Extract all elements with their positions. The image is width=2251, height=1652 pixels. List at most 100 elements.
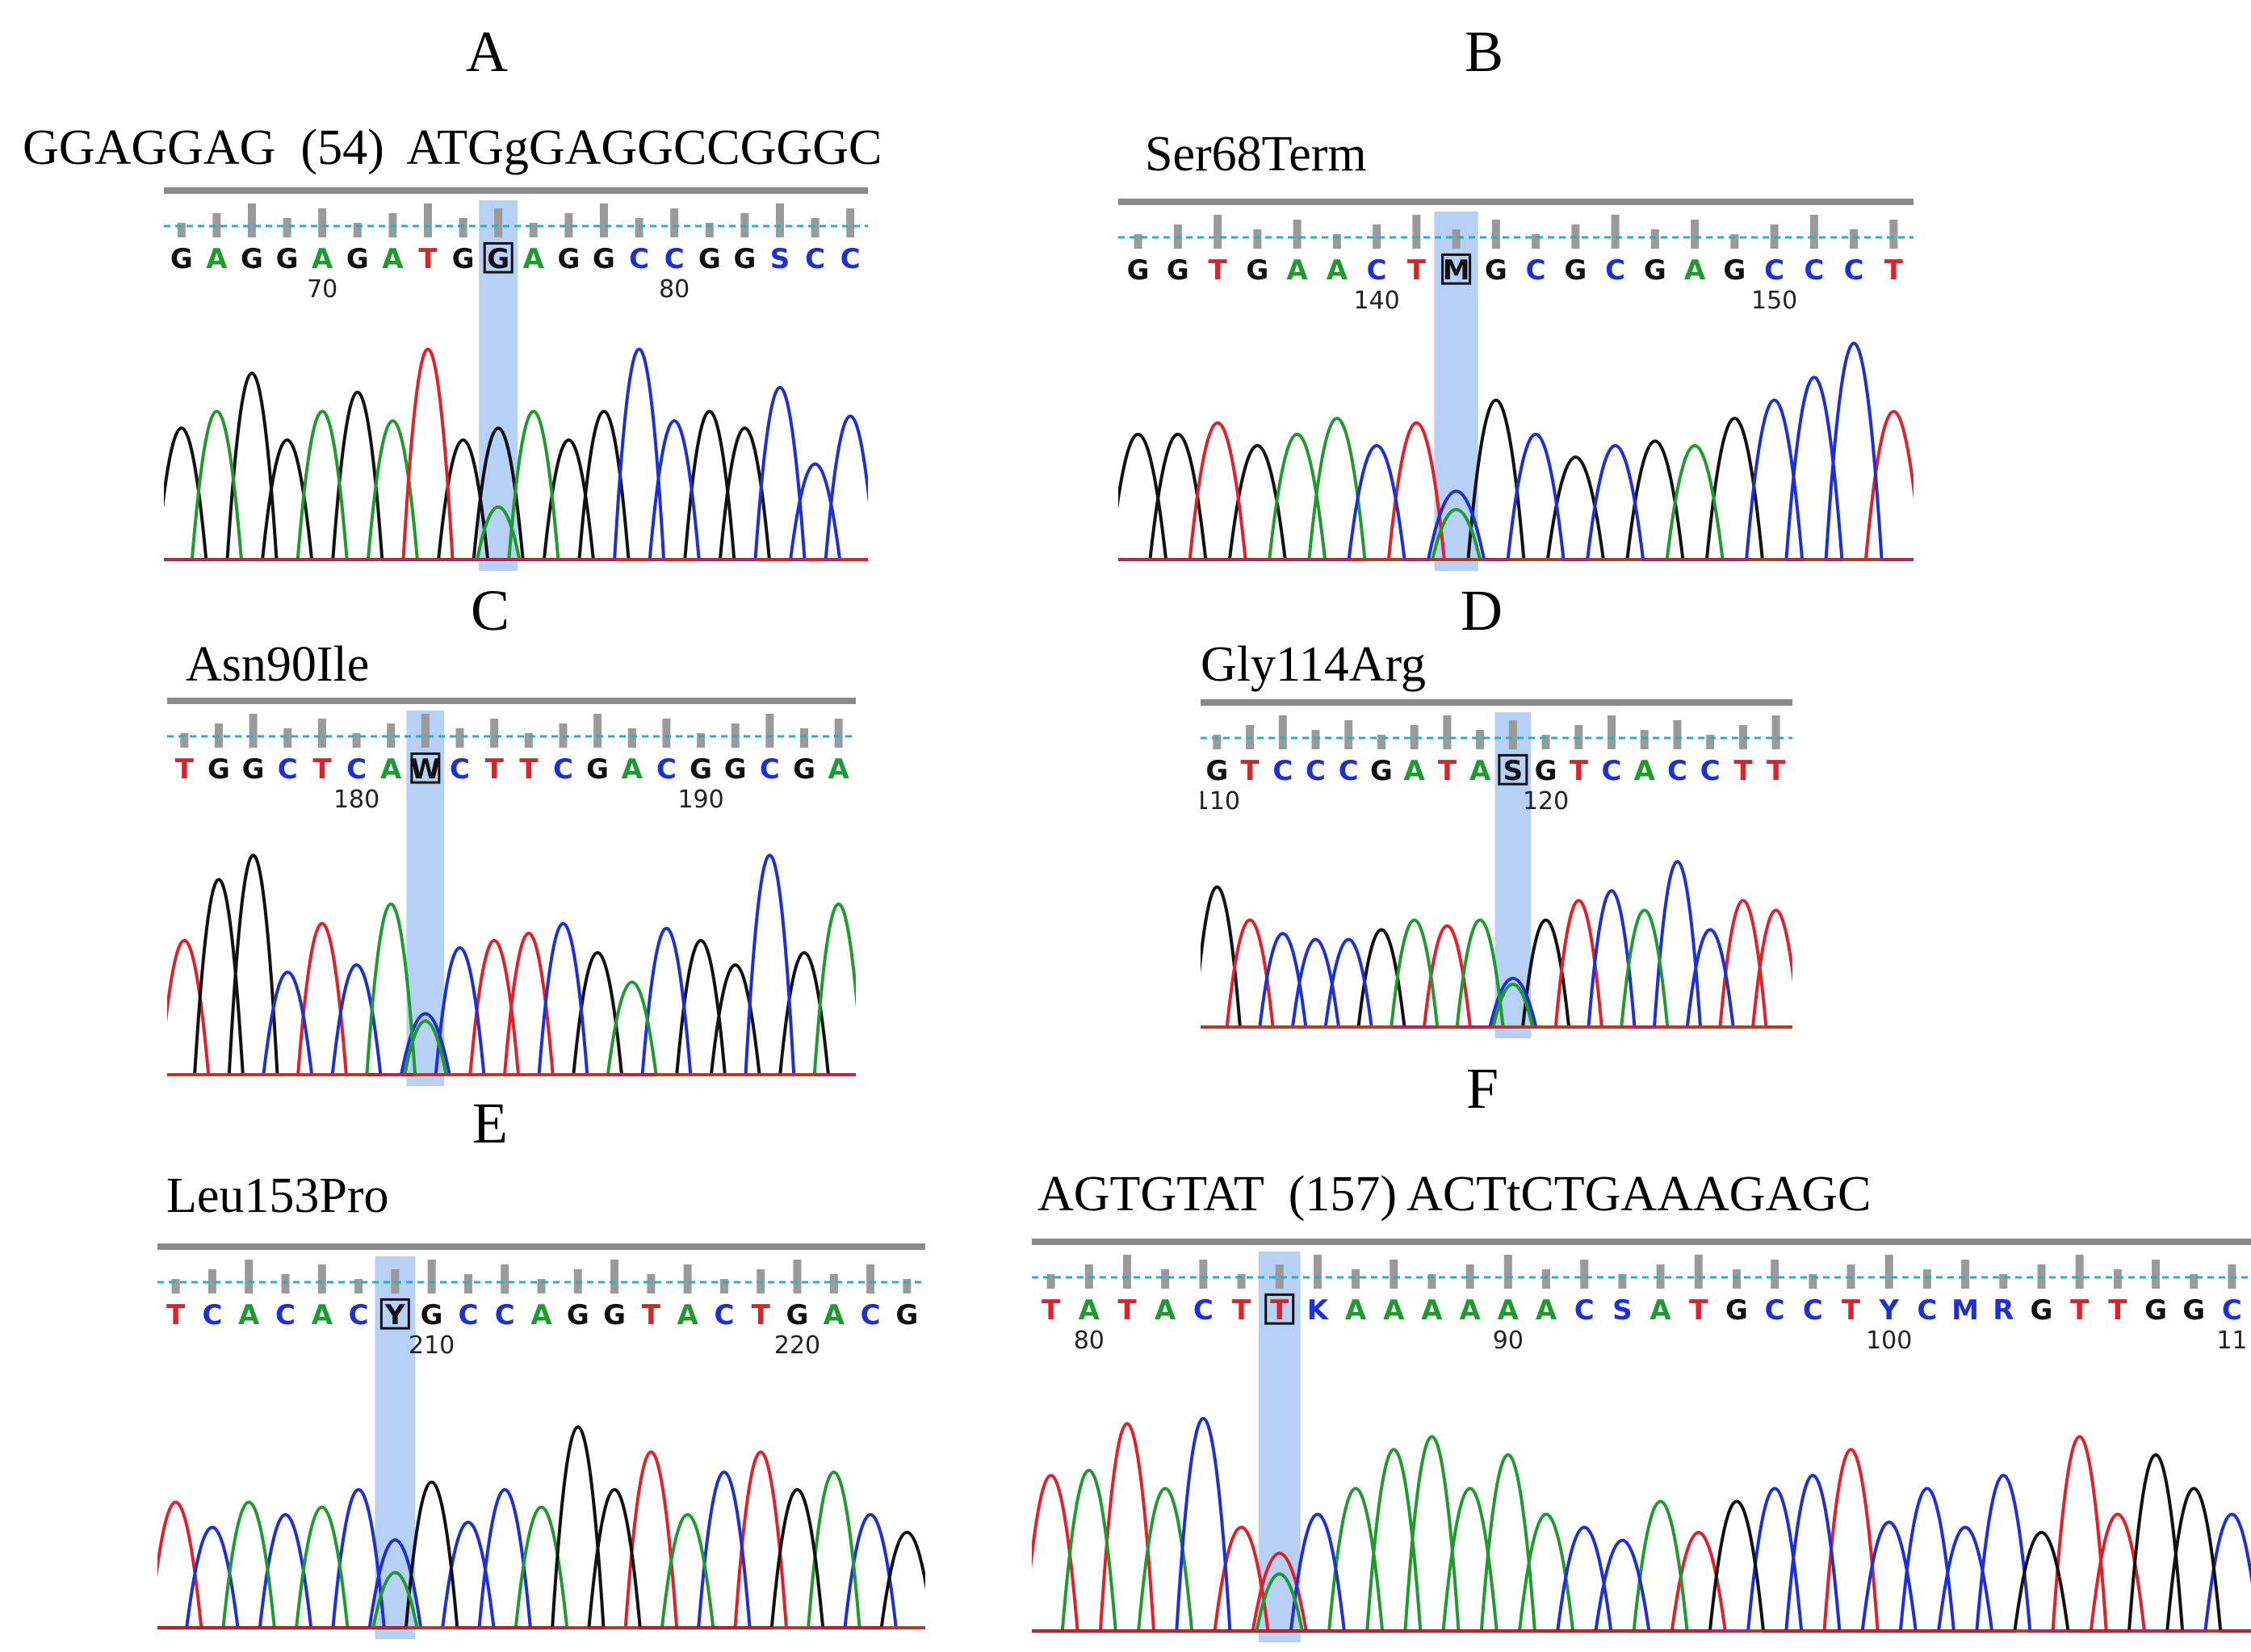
trace-A <box>1201 908 1792 1029</box>
panel-caption-e: Leu153Pro <box>166 1168 389 1223</box>
base-call: C <box>1667 755 1687 787</box>
base-call: C <box>553 753 573 786</box>
mutation-box <box>379 1298 410 1330</box>
base-call: T <box>2108 1294 2127 1327</box>
quality-bar <box>427 1260 436 1294</box>
quality-bar <box>1213 735 1222 749</box>
quality-bar <box>421 714 430 748</box>
quality-bar <box>1503 1255 1512 1289</box>
quality-bar <box>1465 1264 1474 1289</box>
quality-bar <box>1046 1274 1055 1289</box>
base-call: M <box>1951 1294 1979 1327</box>
chromatogram-svg: T A T A C T T K A A A A A A C S A T G C C T Y C M R G T T G G C80 90 100 1… <box>1032 1239 2251 1642</box>
quality-bar <box>463 1274 472 1294</box>
trace-C <box>1118 342 1914 561</box>
base-call: T <box>1842 1294 1861 1327</box>
base-call: C <box>1917 1294 1937 1327</box>
quality-bar <box>1427 1274 1436 1289</box>
base-call: T <box>175 753 195 786</box>
base-call: C <box>1367 254 1387 287</box>
base-call: A <box>1421 1294 1443 1327</box>
base-call: T <box>1570 755 1589 787</box>
base-call: C <box>714 1299 734 1331</box>
trace-A <box>157 1470 925 1629</box>
base-call: A <box>1469 755 1491 787</box>
quality-bar <box>1344 720 1353 749</box>
trace-T <box>167 922 856 1076</box>
quality-bar <box>354 1279 363 1294</box>
base-call: T <box>1270 1294 1289 1327</box>
base-call: G <box>1246 254 1268 287</box>
base-call: G <box>603 1299 626 1331</box>
mutation-box <box>410 752 441 784</box>
secondary-peak <box>403 1019 448 1075</box>
base-call: C <box>1193 1294 1214 1327</box>
base-call: A <box>382 243 404 275</box>
quality-bar <box>1850 229 1859 249</box>
quality-bar <box>1508 720 1517 749</box>
quality-bar <box>1580 1260 1589 1289</box>
quality-bar <box>765 714 774 748</box>
base-call: C <box>760 753 780 786</box>
quality-bar <box>1491 220 1500 249</box>
base-call: G <box>1167 254 1189 287</box>
quality-bar <box>1694 1255 1703 1289</box>
base-call: A <box>824 1299 845 1331</box>
base-call: A <box>238 1299 260 1331</box>
quality-bar <box>1738 725 1747 749</box>
base-call: C <box>1764 254 1784 287</box>
quality-bar <box>317 719 326 748</box>
quality-bar <box>245 1260 254 1294</box>
base-call: G <box>1725 1294 1748 1327</box>
quality-bar <box>501 1264 509 1294</box>
mutation-box <box>483 241 513 274</box>
base-call: G <box>2144 1294 2167 1327</box>
base-call: Y <box>1878 1294 1899 1327</box>
quality-bar <box>524 733 533 748</box>
quality-bar <box>600 203 608 237</box>
base-call: G <box>452 243 475 275</box>
base-call: T <box>1232 1294 1251 1327</box>
trace-A <box>167 902 856 1076</box>
position-label: 140 <box>1353 287 1399 315</box>
quality-bar <box>1889 220 1898 249</box>
base-call: S <box>1612 1294 1633 1327</box>
base-call: A <box>677 1299 698 1331</box>
base-call: C <box>278 753 298 786</box>
trace-G <box>1118 398 1914 561</box>
base-call: C <box>1765 1294 1785 1327</box>
quality-bar <box>537 1279 546 1294</box>
chromatogram-c: T G G C T C A W C T T C G A C G G C G A 180 190 <box>167 698 856 1086</box>
quality-bar <box>564 213 573 237</box>
base-call: C <box>275 1299 296 1331</box>
base-call: C <box>450 753 470 786</box>
quality-bar <box>2113 1269 2122 1289</box>
quality-bar <box>866 1264 875 1294</box>
quality-bar <box>719 1279 728 1294</box>
base-call: A <box>530 1299 552 1331</box>
base-call: G <box>786 1299 809 1331</box>
chromatogram-d: G T C C C G A T A S G T C A C C T T 110 120 <box>1201 699 1792 1038</box>
base-call: A <box>1079 1294 1100 1327</box>
base-call: T <box>1209 254 1228 287</box>
quality-bar <box>1656 1264 1665 1289</box>
quality-bar <box>248 203 256 237</box>
base-call: C <box>656 753 677 786</box>
base-call: G <box>593 243 615 275</box>
quality-bar <box>2152 1260 2161 1289</box>
panel-label-c: C <box>470 578 510 643</box>
base-call: A <box>1155 1294 1176 1327</box>
base-call: A <box>380 753 402 786</box>
base-call: G <box>241 243 263 275</box>
base-call: A <box>622 753 643 786</box>
quality-bar <box>1730 234 1739 249</box>
quality-bar <box>318 208 327 237</box>
base-call: G <box>1127 254 1150 287</box>
trace-C <box>157 1470 925 1629</box>
quality-bar <box>593 714 602 748</box>
panel-label-b: B <box>1464 19 1504 84</box>
base-call: G <box>276 243 299 275</box>
quality-bar <box>1332 234 1341 249</box>
base-call: G <box>1485 254 1507 287</box>
